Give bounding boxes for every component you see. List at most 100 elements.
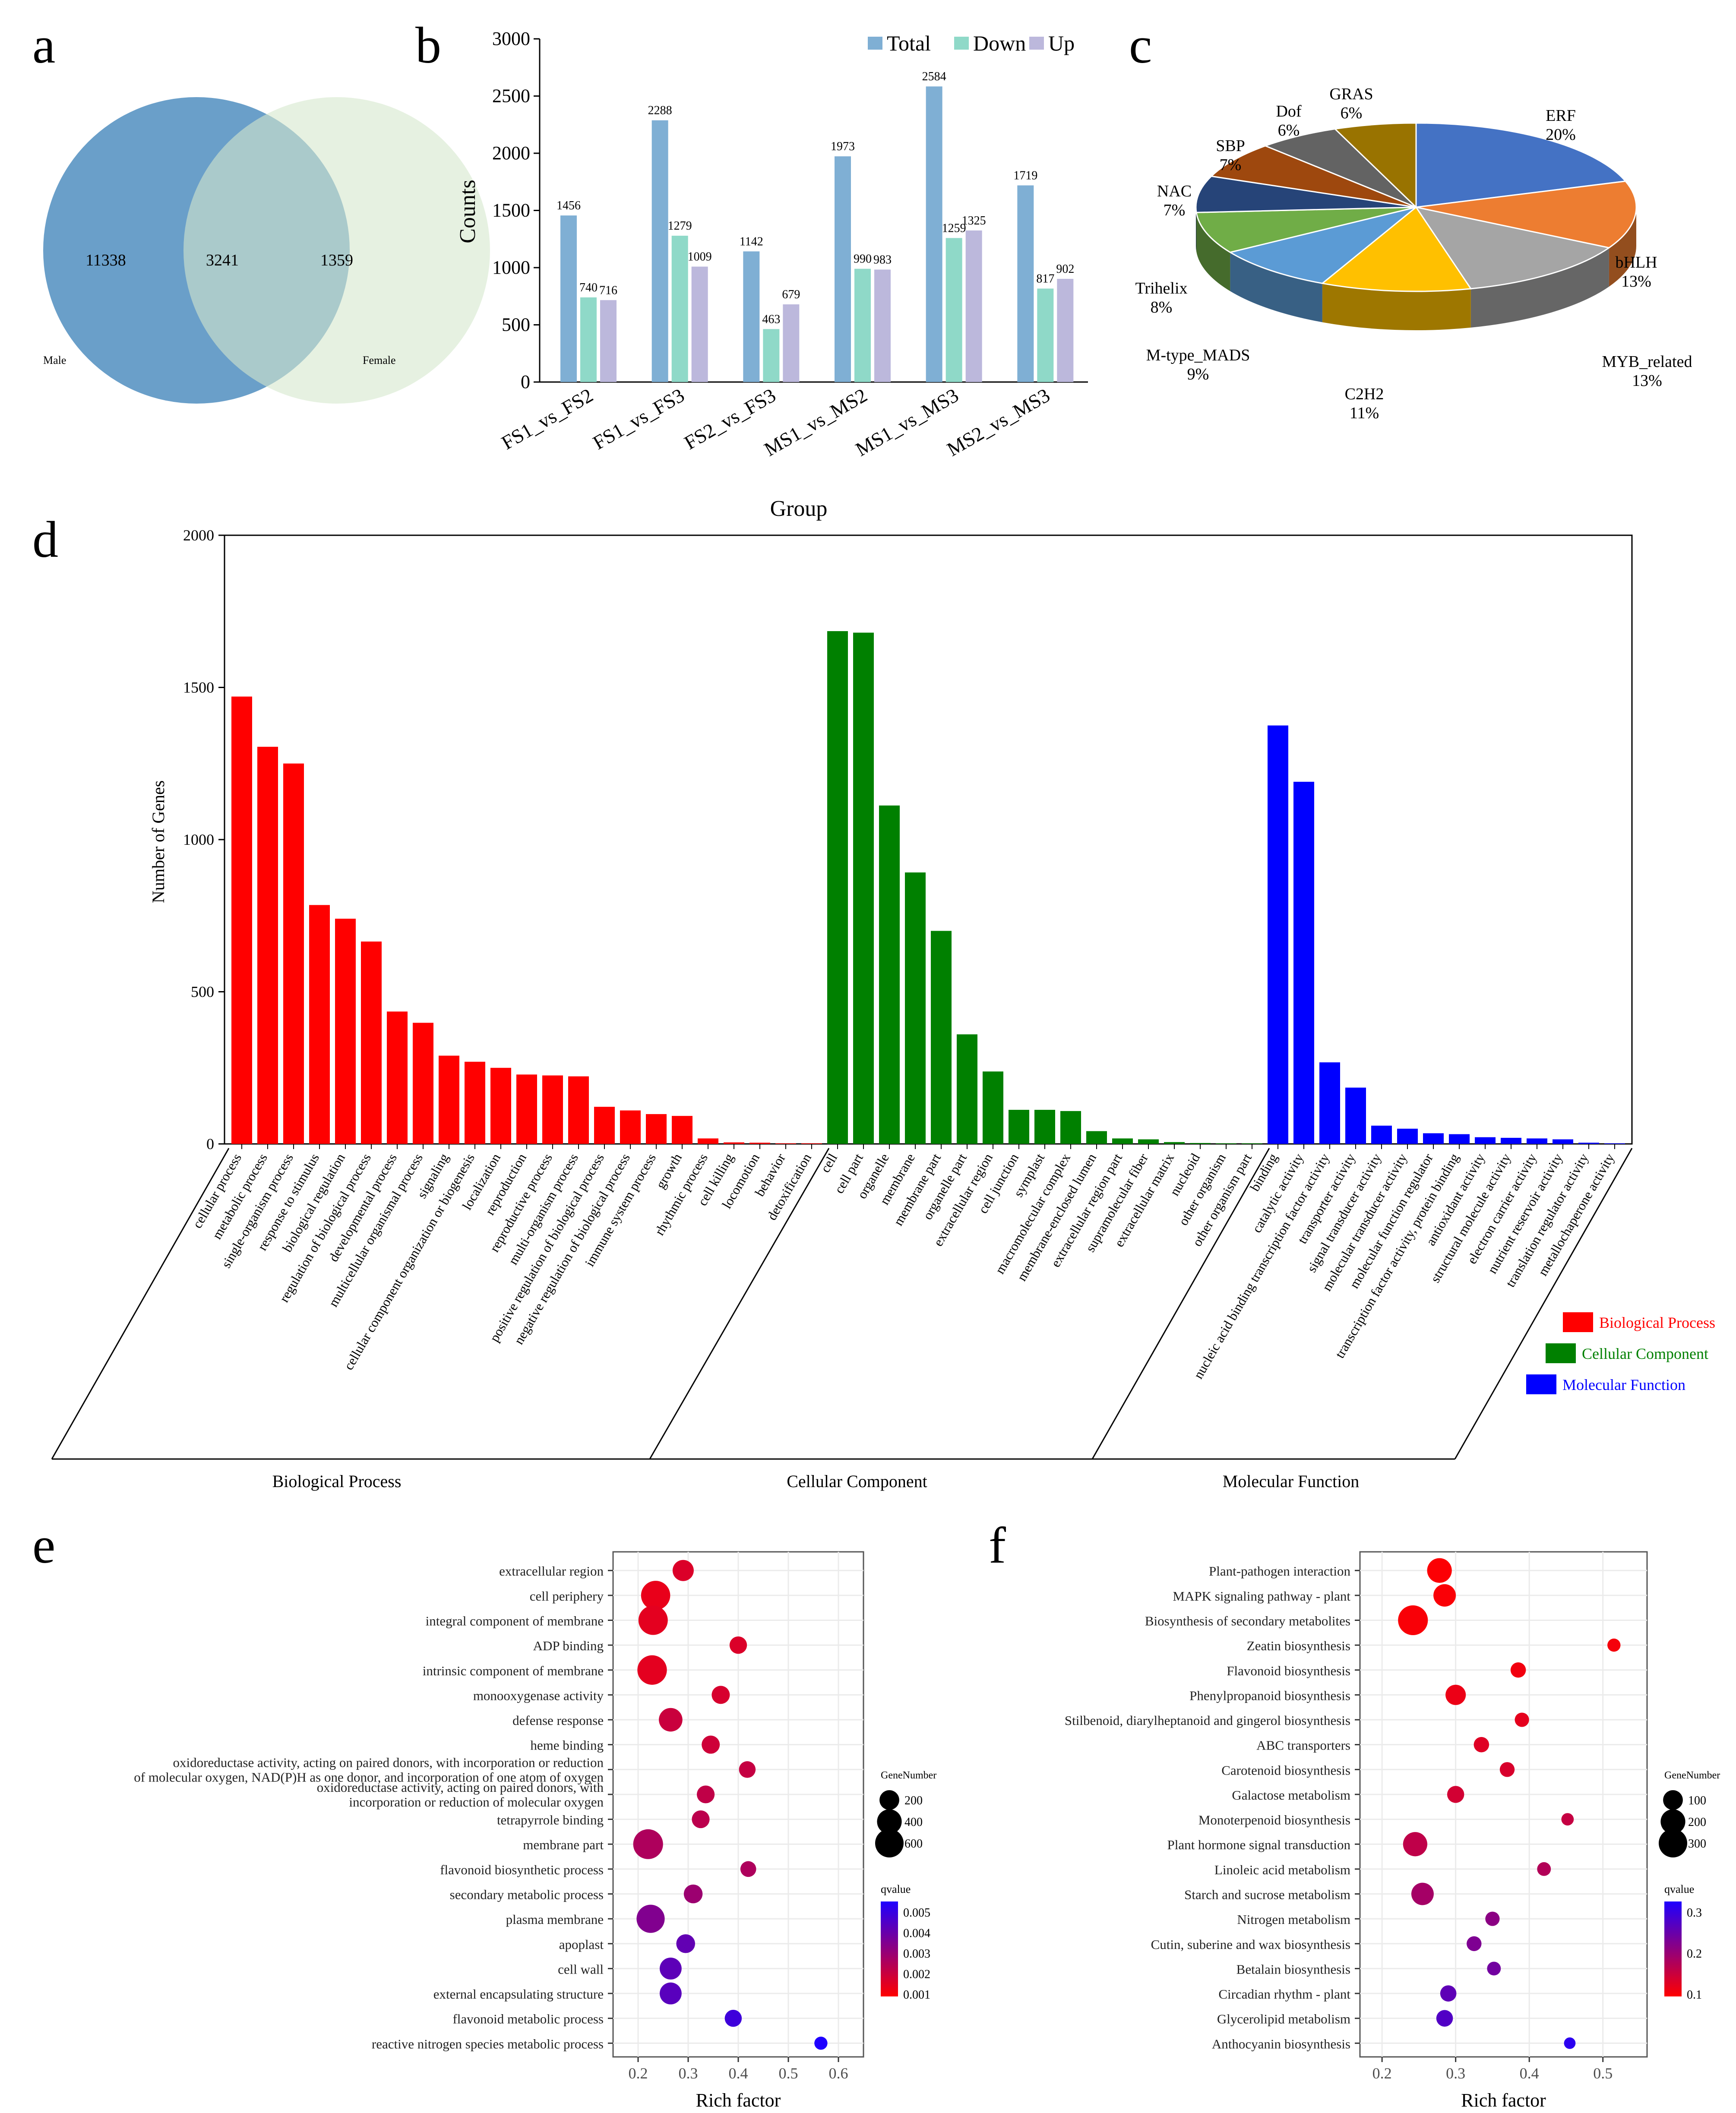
- term-label: Phenylpropanoid biosynthesis: [1189, 1688, 1350, 1703]
- enrichment-point: [1499, 1762, 1515, 1777]
- x-category-label: MS2_vs_MS3: [943, 384, 1054, 460]
- enrichment-point: [740, 1861, 756, 1877]
- term-label: Plant-pathogen interaction: [1209, 1563, 1350, 1579]
- pie-label-myb_related: MYB_related: [1602, 353, 1692, 371]
- enrichment-point: [1403, 1832, 1427, 1857]
- bar-value-label: 740: [579, 281, 598, 294]
- go-bar: [1112, 1138, 1133, 1144]
- bracket-divider: [649, 1148, 830, 1459]
- pie-slice-trihelix: [1195, 206, 1417, 253]
- bar-value-label: 1973: [831, 140, 855, 153]
- go-bar: [283, 763, 304, 1144]
- go-bar: [1553, 1139, 1573, 1144]
- term-label: incorporation or reduction of molecular …: [349, 1794, 604, 1810]
- legend-swatch-up: [1029, 37, 1044, 50]
- venn-intersection-count: 3241: [206, 251, 239, 269]
- enrichment-point: [638, 1605, 668, 1635]
- pie-slice-c2h2: [1321, 206, 1472, 292]
- enrichment-point: [672, 1560, 694, 1581]
- kegg-enrichment-bubble-chart: 0.2 0.3 0.4 0.5 Rich factor Plant-pathogen in…: [1065, 1551, 1720, 2111]
- term-label: Zeatin biosynthesis: [1247, 1638, 1350, 1653]
- go-bar: [983, 1071, 1003, 1144]
- term-label: tetrapyrrole binding: [497, 1813, 604, 1828]
- venn-female-only-count: 1359: [320, 251, 353, 269]
- enrichment-point: [1485, 1911, 1500, 1926]
- go-bar: [542, 1075, 563, 1144]
- y-tick-label: 2000: [492, 142, 530, 164]
- pie-label-sbp: SBP: [1216, 137, 1245, 155]
- plot-panel: [1359, 1551, 1648, 2058]
- color-legend-title: qvalue: [881, 1883, 911, 1895]
- go-bar: [361, 941, 382, 1144]
- panel-letter-a: a: [32, 16, 55, 74]
- go-bar: [1423, 1133, 1444, 1144]
- enrichment-point: [636, 1905, 665, 1933]
- go-bar: [516, 1074, 537, 1144]
- pie-label-m-type_mads: M-type_MADS: [1146, 346, 1250, 364]
- y-tick-label: 2500: [492, 85, 530, 107]
- go-bar: [1060, 1111, 1081, 1144]
- y-axis-title: Counts: [455, 180, 480, 243]
- term-label: extracellular region: [499, 1563, 604, 1579]
- go-bar: [620, 1110, 641, 1144]
- y-tick-label: 500: [191, 983, 214, 1001]
- go-bar: [1501, 1137, 1521, 1144]
- y-tick-label: 1000: [492, 257, 530, 278]
- pie-side-bhlh: [1609, 207, 1636, 287]
- size-legend-dot: [877, 1809, 902, 1834]
- term-label: Flavonoid biosynthesis: [1227, 1663, 1350, 1678]
- bar-down: [1037, 288, 1054, 382]
- enrichment-point: [659, 1708, 683, 1732]
- go-bar: [879, 805, 900, 1144]
- bar-value-label: 902: [1056, 262, 1074, 276]
- term-label: Biosynthesis of secondary metabolites: [1145, 1613, 1350, 1628]
- pie-pct-trihelix: 8%: [1151, 298, 1173, 316]
- x-category-label: FS1_vs_FS3: [589, 384, 688, 454]
- legend-swatch-down: [954, 37, 969, 50]
- pie-pct-gras: 6%: [1341, 104, 1363, 122]
- enrichment-point: [633, 1829, 663, 1859]
- bracket-divider: [51, 1148, 230, 1459]
- size-legend-label: 400: [904, 1816, 923, 1829]
- term-label: Betalain biosynthesis: [1236, 1961, 1350, 1977]
- bar-up: [965, 230, 982, 382]
- go-bar: [257, 746, 278, 1144]
- enrichment-point: [814, 2037, 828, 2050]
- go-bar: [775, 1143, 796, 1144]
- bar-value-label: 983: [873, 253, 892, 267]
- term-label: intrinsic component of membrane: [423, 1663, 604, 1678]
- enrichment-point: [1411, 1882, 1434, 1905]
- term-label: membrane part: [523, 1837, 604, 1852]
- term-label: Cutin, suberine and wax biosynthesis: [1151, 1937, 1350, 1952]
- enrichment-point: [1398, 1605, 1428, 1636]
- term-label: Circadian rhythm - plant: [1218, 1987, 1350, 2002]
- enrichment-point: [641, 1581, 670, 1610]
- enrichment-point: [1427, 1558, 1452, 1583]
- go-bar: [1009, 1110, 1029, 1144]
- term-label: cell wall: [558, 1961, 604, 1977]
- term-label: Glycerolipid metabolism: [1217, 2012, 1350, 2027]
- x-tick-label: 0.3: [679, 2065, 698, 2082]
- size-legend-label: 100: [1688, 1794, 1706, 1807]
- enrichment-point: [1510, 1662, 1526, 1678]
- go-bar: [594, 1106, 615, 1144]
- size-legend-label: 200: [904, 1794, 923, 1807]
- go-bar: [465, 1061, 485, 1144]
- go-bar: [905, 872, 926, 1144]
- color-legend-label: 0.004: [903, 1927, 930, 1940]
- color-legend-label: 0.002: [903, 1968, 930, 1981]
- pie-side-c2h2: [1322, 283, 1471, 330]
- group-caption: Molecular Function: [1223, 1472, 1360, 1491]
- legend-swatch: [1526, 1374, 1556, 1394]
- go-bar: [1086, 1131, 1107, 1144]
- pie-pct-c2h2: 11%: [1350, 404, 1379, 422]
- term-label: defense response: [512, 1713, 604, 1728]
- enrichment-point: [1436, 2010, 1453, 2027]
- pie-label-nac: NAC: [1157, 182, 1192, 200]
- color-legend-label: 0.2: [1687, 1947, 1702, 1961]
- pie-slice-erf: [1415, 122, 1627, 208]
- go-bar: [1190, 1143, 1211, 1144]
- term-label: Monoterpenoid biosynthesis: [1198, 1813, 1350, 1828]
- pie-label-gras: GRAS: [1329, 85, 1373, 103]
